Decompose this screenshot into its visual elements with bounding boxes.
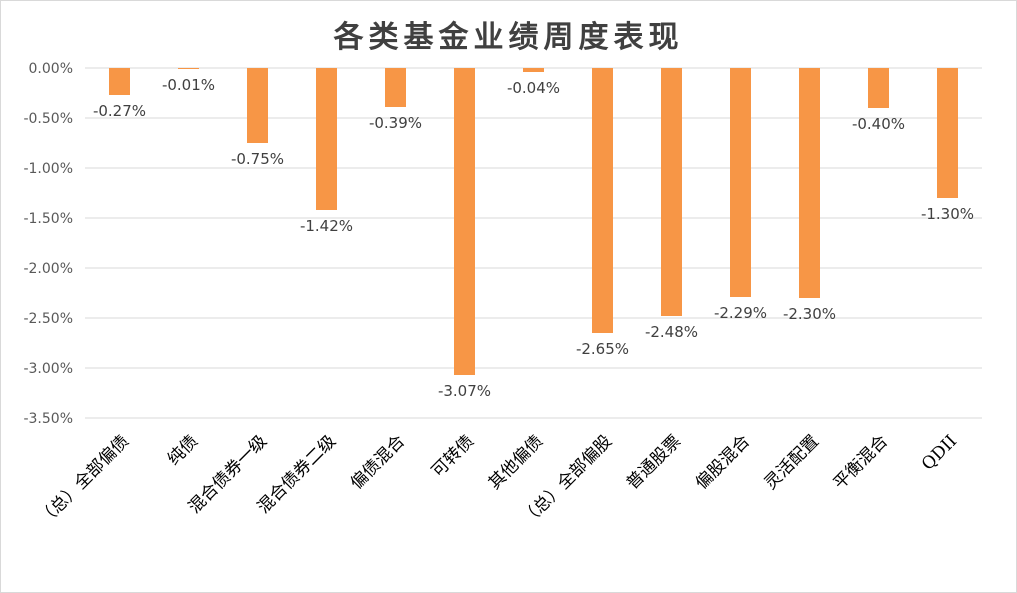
y-tick-label: -2.00% xyxy=(23,261,73,277)
bar xyxy=(937,68,958,198)
data-label: -2.29% xyxy=(714,304,767,322)
chart-title: 各类基金业绩周度表现 xyxy=(333,20,684,55)
data-label: -1.42% xyxy=(300,217,353,235)
bar xyxy=(178,68,199,69)
category-label: 平衡混合 xyxy=(830,431,892,493)
data-label: -0.39% xyxy=(369,114,422,132)
data-label: -3.07% xyxy=(438,382,491,400)
y-tick-label: -2.50% xyxy=(23,311,73,327)
category-label: 灵活配置 xyxy=(761,431,823,493)
category-label: QDII xyxy=(918,431,961,474)
data-label: -1.30% xyxy=(921,205,974,223)
bar xyxy=(661,68,682,316)
bar xyxy=(109,68,130,95)
category-label: （总）全部偏债 xyxy=(35,431,133,529)
bar xyxy=(868,68,889,108)
data-label: -0.04% xyxy=(507,79,560,97)
data-label: -0.01% xyxy=(162,76,215,94)
y-tick-label: -0.50% xyxy=(23,111,73,127)
category-label: 可转债 xyxy=(428,431,478,481)
category-label: 偏债混合 xyxy=(347,431,409,493)
bar xyxy=(247,68,268,143)
bar xyxy=(799,68,820,298)
category-label: 纯债 xyxy=(164,431,202,469)
bar xyxy=(592,68,613,333)
category-label: 其他偏债 xyxy=(485,431,547,493)
bar xyxy=(385,68,406,107)
data-label: -2.65% xyxy=(576,340,629,358)
y-tick-label: -3.50% xyxy=(23,411,73,427)
bar xyxy=(730,68,751,297)
data-label: -0.27% xyxy=(93,102,146,120)
data-label: -0.40% xyxy=(852,115,905,133)
category-label: 偏股混合 xyxy=(692,431,754,493)
bar xyxy=(454,68,475,375)
bar xyxy=(523,68,544,72)
y-tick-label: -3.00% xyxy=(23,361,73,377)
data-label: -2.48% xyxy=(645,323,698,341)
data-label: -0.75% xyxy=(231,150,284,168)
y-tick-label: 0.00% xyxy=(29,61,73,77)
data-label: -2.30% xyxy=(783,305,836,323)
y-tick-label: -1.00% xyxy=(23,161,73,177)
bar xyxy=(316,68,337,210)
y-tick-label: -1.50% xyxy=(23,211,73,227)
category-label: 普通股票 xyxy=(623,431,685,493)
